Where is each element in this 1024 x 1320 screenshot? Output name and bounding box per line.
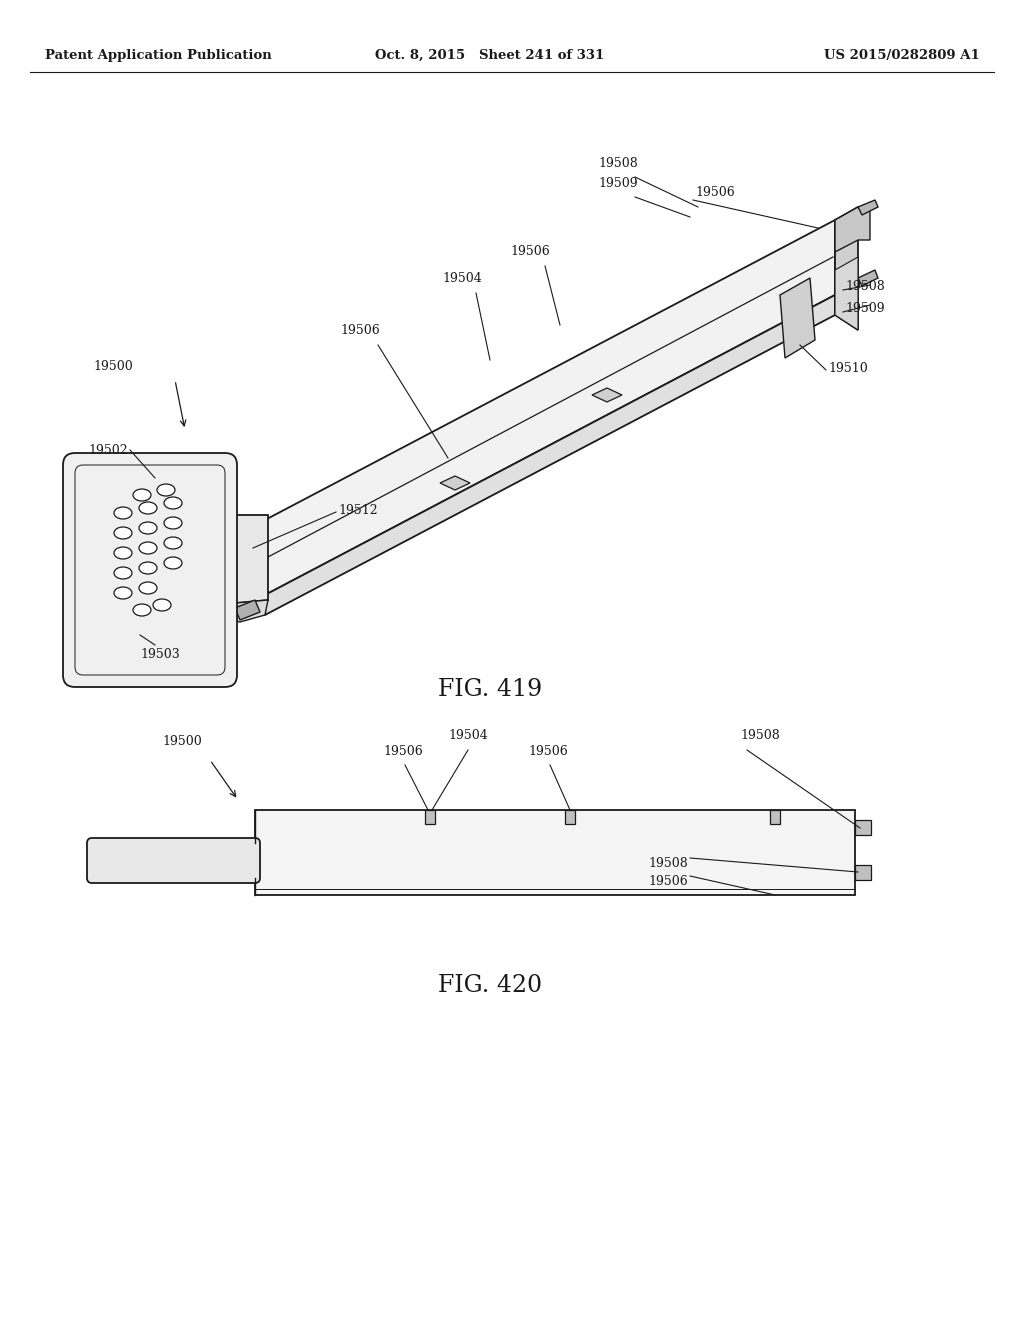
Polygon shape <box>592 388 622 403</box>
Polygon shape <box>565 810 575 824</box>
Polygon shape <box>835 257 858 330</box>
Text: 19506: 19506 <box>340 323 380 337</box>
Ellipse shape <box>139 562 157 574</box>
Text: 19504: 19504 <box>449 729 487 742</box>
Ellipse shape <box>153 599 171 611</box>
Polygon shape <box>858 201 878 215</box>
Ellipse shape <box>114 568 132 579</box>
Polygon shape <box>835 207 870 252</box>
Polygon shape <box>215 601 268 622</box>
Polygon shape <box>265 220 835 595</box>
Text: 19510: 19510 <box>828 362 867 375</box>
Text: 19506: 19506 <box>383 744 423 758</box>
Text: Patent Application Publication: Patent Application Publication <box>45 49 271 62</box>
Text: 19508: 19508 <box>648 857 688 870</box>
Polygon shape <box>835 207 858 330</box>
FancyBboxPatch shape <box>63 453 237 686</box>
Polygon shape <box>215 515 268 605</box>
Text: 19502: 19502 <box>88 444 128 457</box>
Polygon shape <box>855 820 871 836</box>
Ellipse shape <box>164 498 182 510</box>
Text: US 2015/0282809 A1: US 2015/0282809 A1 <box>824 49 980 62</box>
Text: 19506: 19506 <box>510 246 550 257</box>
Ellipse shape <box>139 502 157 513</box>
Ellipse shape <box>114 527 132 539</box>
Text: 19508: 19508 <box>845 281 885 293</box>
Text: Oct. 8, 2015   Sheet 241 of 331: Oct. 8, 2015 Sheet 241 of 331 <box>376 49 604 62</box>
Text: 19503: 19503 <box>140 648 180 661</box>
FancyBboxPatch shape <box>87 838 260 883</box>
Ellipse shape <box>164 557 182 569</box>
Ellipse shape <box>164 517 182 529</box>
Ellipse shape <box>157 484 175 496</box>
Polygon shape <box>780 279 815 358</box>
Text: 19509: 19509 <box>598 177 638 190</box>
Ellipse shape <box>139 582 157 594</box>
Ellipse shape <box>114 507 132 519</box>
Ellipse shape <box>133 605 151 616</box>
Ellipse shape <box>139 543 157 554</box>
Text: 19508: 19508 <box>598 157 638 170</box>
Ellipse shape <box>114 587 132 599</box>
Ellipse shape <box>133 488 151 502</box>
Polygon shape <box>770 810 780 824</box>
Polygon shape <box>265 294 835 615</box>
Text: FIG. 420: FIG. 420 <box>438 974 542 997</box>
Text: 19506: 19506 <box>528 744 568 758</box>
Polygon shape <box>234 601 260 620</box>
Text: 19500: 19500 <box>162 735 202 748</box>
Text: 19509: 19509 <box>845 301 885 314</box>
Text: 19500: 19500 <box>93 360 133 374</box>
Polygon shape <box>425 810 435 824</box>
Polygon shape <box>440 477 470 490</box>
Polygon shape <box>855 865 871 880</box>
Text: 19504: 19504 <box>442 272 482 285</box>
Text: FIG. 419: FIG. 419 <box>438 678 542 701</box>
Text: 19512: 19512 <box>338 503 378 516</box>
Ellipse shape <box>114 546 132 558</box>
Polygon shape <box>858 271 878 286</box>
Ellipse shape <box>164 537 182 549</box>
Text: 19506: 19506 <box>695 186 735 199</box>
Polygon shape <box>255 810 855 895</box>
Text: 19508: 19508 <box>740 729 779 742</box>
Text: 19506: 19506 <box>648 875 688 888</box>
Ellipse shape <box>139 521 157 535</box>
